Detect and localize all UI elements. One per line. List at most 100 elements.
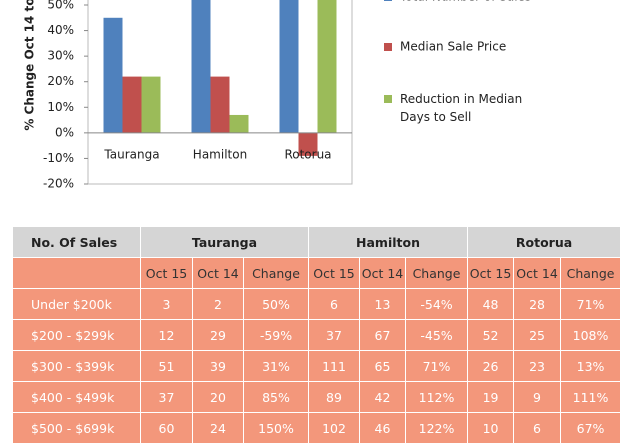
cell: 28 <box>513 288 562 320</box>
cell: 20 <box>192 381 244 413</box>
cell: $300 - $399k <box>12 350 141 382</box>
legend-swatch <box>384 0 392 1</box>
table-row: Under $200k 3 2 50% 6 13 -54% 48 28 71% <box>12 288 622 320</box>
cell: 37 <box>140 381 193 413</box>
cell: 2 <box>192 288 244 320</box>
cell: 112% <box>404 381 469 413</box>
cell: -54% <box>404 288 469 320</box>
cell: 19 <box>467 381 515 413</box>
table-row: $500 - $699k 60 24 150% 102 46 122% 10 6 67% <box>12 412 622 444</box>
bar <box>279 0 299 133</box>
cell: Oct 14 <box>359 257 406 289</box>
cell: 10 <box>467 412 515 444</box>
cell: 23 <box>513 350 562 382</box>
cell: 111% <box>560 381 622 413</box>
bar <box>317 0 337 133</box>
table-row: $200 - $299k 12 29 -59% 37 67 -45% 52 25 108% <box>12 319 622 351</box>
legend-swatch <box>384 43 392 51</box>
cell: -59% <box>243 319 309 351</box>
plot-frame <box>87 0 353 185</box>
cell: Change <box>404 257 469 289</box>
cell: 29 <box>192 319 244 351</box>
x-tick-label: Rotorua <box>284 147 331 161</box>
legend-swatch <box>384 95 392 103</box>
cell: 39 <box>192 350 244 382</box>
cell: 65 <box>359 350 406 382</box>
cell: Oct 15 <box>467 257 515 289</box>
cell: 26 <box>467 350 515 382</box>
cell: 52 <box>467 319 515 351</box>
page: {"chart_data": {"type": "bar", "y_label"… <box>12 0 622 444</box>
cell: 71% <box>404 350 469 382</box>
bar <box>229 114 249 133</box>
cell: 50% <box>243 288 309 320</box>
cell: 24 <box>192 412 244 444</box>
table-row: No. Of Sales Tauranga Hamilton Rotorua <box>12 226 622 258</box>
legend-label: Reduction in Median Days to Sell <box>400 92 522 124</box>
cell: Hamilton <box>307 226 469 258</box>
cell: $400 - $499k <box>12 381 141 413</box>
cell: 6 <box>513 412 562 444</box>
cell: 108% <box>560 319 622 351</box>
cell: 67 <box>359 319 406 351</box>
cell: 51 <box>140 350 193 382</box>
cell: 150% <box>243 412 309 444</box>
cell: 9 <box>513 381 562 413</box>
legend-label: Median Sale Price <box>400 40 506 54</box>
cell: Rotorua <box>467 226 622 258</box>
cell: Oct 14 <box>513 257 562 289</box>
cell: Oct 15 <box>140 257 193 289</box>
cell: Change <box>243 257 309 289</box>
cell: Under $200k <box>12 288 141 320</box>
table-row: Oct 15 Oct 14 Change Oct 15 Oct 14 Change Oct … <box>12 257 622 289</box>
cell: 42 <box>359 381 406 413</box>
y-tick-label: 40% <box>47 23 74 37</box>
cell: 6 <box>308 288 360 320</box>
y-tick-label: -20% <box>43 177 74 191</box>
bar <box>210 76 230 133</box>
cell <box>12 257 141 289</box>
cell: No. Of Sales <box>12 226 141 258</box>
cell: Oct 14 <box>192 257 244 289</box>
cell: 25 <box>513 319 562 351</box>
bar <box>141 76 161 133</box>
cell: 102 <box>308 412 360 444</box>
cell: 13% <box>560 350 622 382</box>
cell: 12 <box>140 319 193 351</box>
cell: 85% <box>243 381 309 413</box>
cell: 122% <box>404 412 469 444</box>
bar <box>298 132 318 156</box>
chart: -20% -10% 0% 10% 20% 30% 40% 50% % Change Oct 14… <box>23 0 531 191</box>
x-tick-label: Tauranga <box>103 147 159 161</box>
cell: 71% <box>560 288 622 320</box>
cell: 111 <box>308 350 360 382</box>
bar <box>122 76 142 133</box>
cell: 67% <box>560 412 622 444</box>
y-tick-label: 0% <box>55 125 74 139</box>
cell: $500 - $699k <box>12 412 141 444</box>
x-tick-label: Hamilton <box>193 147 247 161</box>
bar <box>191 0 211 133</box>
sales-table: No. Of Sales Tauranga Hamilton Rotorua Oct 1… <box>12 226 622 444</box>
y-axis-label: % Change Oct 14 to Oct 15 <box>23 0 37 131</box>
cell: 46 <box>359 412 406 444</box>
table-row: $300 - $399k 51 39 31% 111 65 71% 26 23 13% <box>12 350 622 382</box>
cell: Oct 15 <box>308 257 360 289</box>
cell: Change <box>560 257 622 289</box>
cell: 31% <box>243 350 309 382</box>
legend-label: Total Number of Sales <box>399 0 531 4</box>
y-tick-label: 20% <box>47 74 74 88</box>
cell: Tauranga <box>140 226 309 258</box>
cell: 48 <box>467 288 515 320</box>
y-tick-label: 30% <box>47 49 74 63</box>
y-tick-label: 10% <box>47 100 74 114</box>
table-row: $400 - $499k 37 20 85% 89 42 112% 19 9 111% <box>12 381 622 413</box>
cell: -45% <box>404 319 469 351</box>
cell: 3 <box>140 288 193 320</box>
cell: 89 <box>308 381 360 413</box>
y-tick-label: 50% <box>47 0 74 12</box>
bar <box>103 17 123 133</box>
cell: 13 <box>359 288 406 320</box>
y-tick-label: -10% <box>43 151 74 165</box>
cell: 60 <box>140 412 193 444</box>
